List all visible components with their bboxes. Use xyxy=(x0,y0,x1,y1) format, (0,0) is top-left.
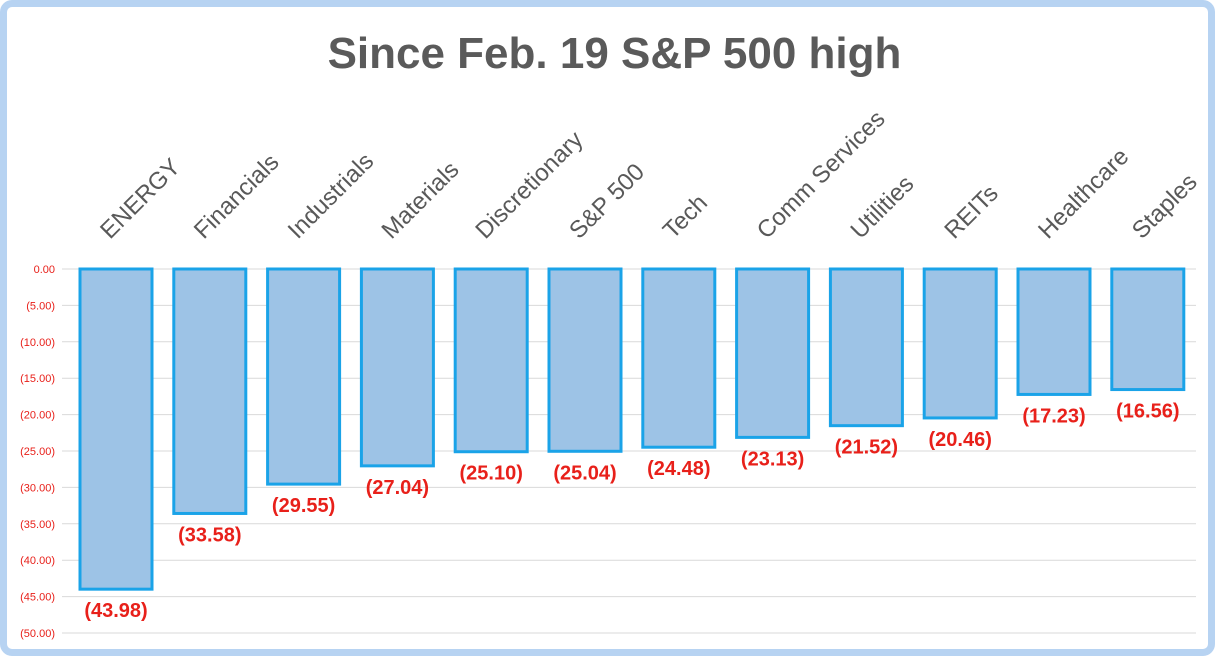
bar xyxy=(453,267,529,454)
data-label: (16.56) xyxy=(1116,401,1179,423)
category-label: S&P 500 xyxy=(564,158,650,244)
bar xyxy=(922,267,998,420)
y-tick-label: (20.00) xyxy=(20,410,55,422)
y-tick-label: (50.00) xyxy=(20,628,55,640)
bar xyxy=(735,267,811,439)
y-tick-label: (25.00) xyxy=(20,446,55,458)
data-label: (43.98) xyxy=(84,600,147,622)
data-label: (23.13) xyxy=(741,448,804,470)
bar xyxy=(266,267,342,486)
category-label: ENERGY xyxy=(95,153,186,244)
data-label: (21.52) xyxy=(835,437,898,459)
bar xyxy=(359,267,435,468)
data-label: (25.10) xyxy=(460,463,523,485)
data-label: (29.55) xyxy=(272,495,335,517)
category-label: Tech xyxy=(658,189,713,244)
category-label: Financials xyxy=(189,149,284,244)
category-label: Staples xyxy=(1127,169,1203,245)
category-label: Materials xyxy=(377,156,465,244)
bar xyxy=(641,267,717,449)
bar xyxy=(78,267,154,591)
chart-title: Since Feb. 19 S&P 500 high xyxy=(327,29,902,78)
bar xyxy=(1016,267,1092,396)
y-tick-label: 0.00 xyxy=(34,264,55,276)
bar xyxy=(1110,267,1186,392)
y-tick-label: (5.00) xyxy=(26,300,55,312)
data-label: (24.48) xyxy=(647,458,710,480)
y-tick-label: (45.00) xyxy=(20,592,55,604)
category-label: Healthcare xyxy=(1033,143,1134,244)
data-label: (27.04) xyxy=(366,477,429,499)
data-label: (20.46) xyxy=(929,429,992,451)
bar xyxy=(547,267,623,453)
data-label: (17.23) xyxy=(1022,405,1085,427)
data-label: (33.58) xyxy=(178,524,241,546)
bar xyxy=(172,267,248,515)
data-label: (25.04) xyxy=(553,462,616,484)
y-tick-label: (40.00) xyxy=(20,555,55,567)
category-label: REITs xyxy=(939,180,1003,244)
y-tick-label: (15.00) xyxy=(20,373,55,385)
category-label: Industrials xyxy=(283,148,379,244)
y-tick-label: (35.00) xyxy=(20,519,55,531)
category-label: Utilities xyxy=(846,170,920,244)
bar xyxy=(828,267,904,428)
y-tick-label: (10.00) xyxy=(20,337,55,349)
y-tick-label: (30.00) xyxy=(20,482,55,494)
